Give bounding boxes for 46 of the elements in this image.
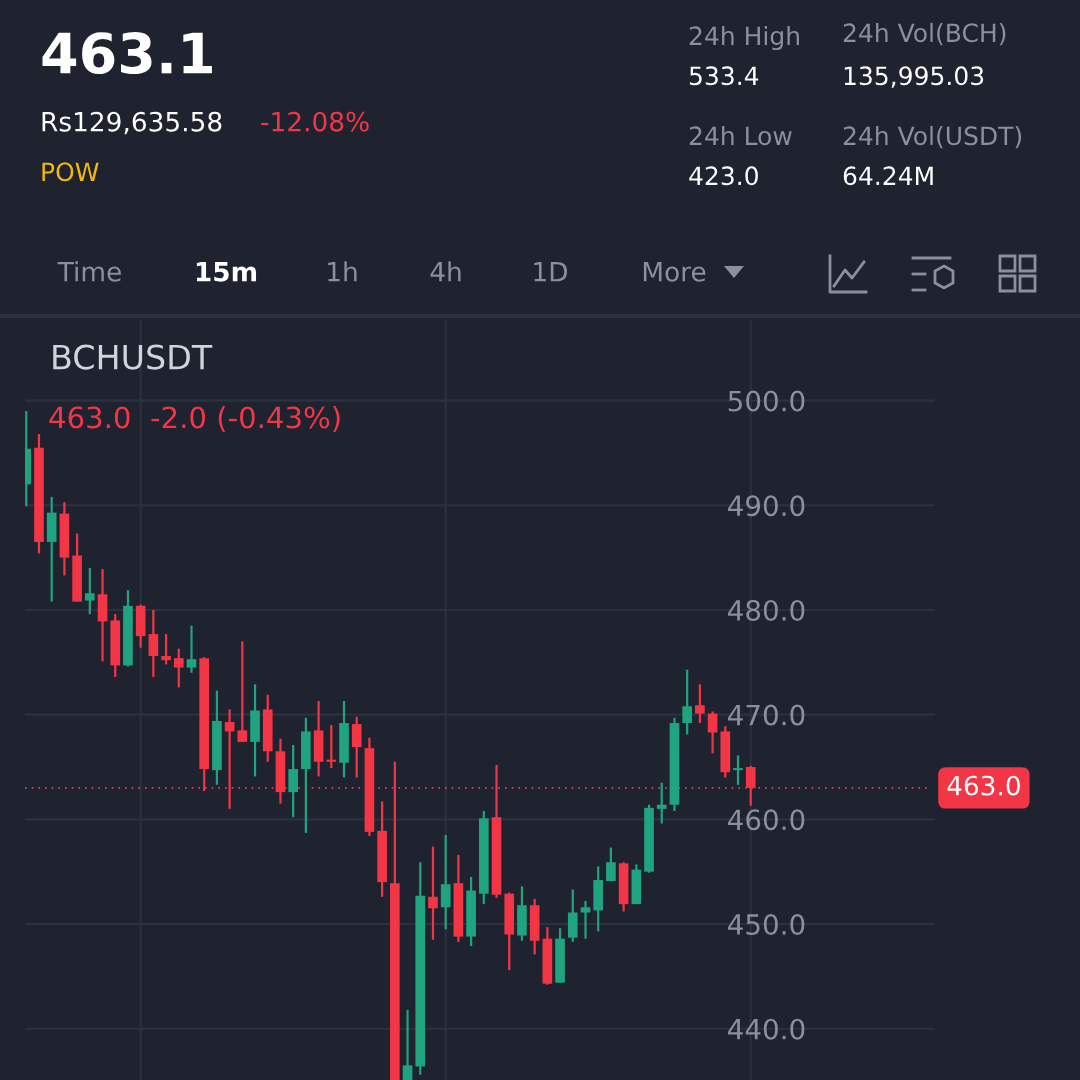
text: 24h Low bbox=[689, 125, 792, 146]
y-tick-label: 500.0 bbox=[728, 390, 805, 412]
candlestick bbox=[161, 632, 171, 666]
candlestick bbox=[326, 724, 337, 770]
text: -12.08% bbox=[261, 111, 369, 132]
y-tick-label: 470.0 bbox=[728, 704, 805, 726]
candlestick bbox=[682, 668, 692, 736]
candlestick bbox=[186, 624, 197, 674]
text: More bbox=[643, 262, 706, 282]
y-tick-label: 490.0 bbox=[728, 495, 805, 517]
text: 15m bbox=[196, 262, 257, 282]
text: BCHUSDT bbox=[53, 344, 213, 370]
text: 1D bbox=[534, 262, 567, 282]
candlestick bbox=[580, 899, 591, 940]
candlestick bbox=[173, 647, 184, 689]
candlestick bbox=[237, 640, 248, 743]
candlestick bbox=[733, 754, 743, 786]
candlestick bbox=[440, 833, 451, 931]
text: Time bbox=[57, 261, 121, 282]
candlestick bbox=[402, 1008, 413, 1080]
y-tick-label: 480.0 bbox=[728, 599, 805, 621]
candlestick bbox=[148, 608, 159, 679]
candlestick bbox=[606, 846, 616, 883]
text: 423.0 bbox=[689, 166, 758, 186]
text: 24h Vol(USDT) bbox=[843, 125, 1022, 149]
text: 64.24M bbox=[843, 166, 933, 186]
ref-line-label: 463.0 bbox=[947, 775, 1020, 796]
annotation: 463.0 -2.0 (-0.43%) bbox=[49, 405, 340, 432]
text: Rs129,635.58 bbox=[42, 111, 222, 135]
candlestick bbox=[351, 715, 362, 779]
text: 24h Vol(BCH) bbox=[843, 22, 1006, 46]
text: 135,995.03 bbox=[844, 66, 984, 88]
text: POW bbox=[42, 162, 99, 182]
text: 463.1 bbox=[42, 32, 212, 75]
candlestick bbox=[428, 845, 438, 941]
y-tick-label: 440.0 bbox=[728, 1018, 805, 1040]
text: 533.4 bbox=[689, 66, 759, 86]
candlestick bbox=[656, 781, 667, 825]
candlestick bbox=[288, 743, 298, 819]
text: 4h bbox=[430, 261, 461, 282]
candlestick bbox=[695, 683, 705, 725]
text: 1h bbox=[328, 261, 357, 282]
y-tick-label: 460.0 bbox=[728, 809, 805, 831]
text: 24h High bbox=[689, 25, 799, 51]
y-tick-label: 450.0 bbox=[728, 913, 805, 935]
candlestick bbox=[84, 566, 95, 616]
